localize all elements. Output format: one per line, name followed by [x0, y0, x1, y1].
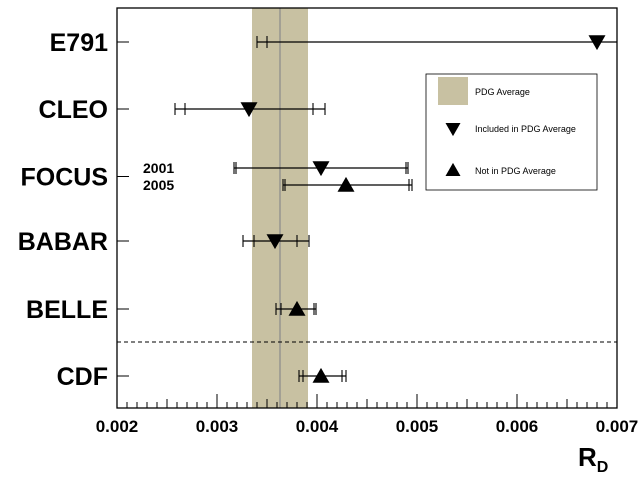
up-triangle-marker	[288, 300, 306, 316]
experiment-label: BABAR	[18, 228, 108, 256]
x-axis-title: RD	[578, 442, 608, 476]
experiment-label: FOCUS	[21, 164, 109, 192]
experiment-label: CDF	[57, 363, 108, 391]
down-triangle-marker	[240, 102, 258, 118]
plot-frame	[116, 7, 618, 409]
x-tick-label: 0.004	[296, 417, 339, 436]
legend-band-swatch	[438, 77, 468, 105]
legend-label-included: Included in PDG Average	[475, 124, 576, 134]
x-tick-label: 0.007	[596, 417, 639, 436]
year-label: 2001	[143, 160, 174, 176]
legend-up-triangle-icon	[445, 162, 461, 176]
experiment-label: CLEO	[39, 96, 108, 124]
x-axis-title-subscript: D	[597, 459, 609, 476]
down-triangle-marker	[588, 35, 606, 51]
x-tick-label: 0.003	[196, 417, 239, 436]
x-tick-label: 0.005	[396, 417, 439, 436]
x-axis-ticks: 0.002 0.003 0.004 0.005 0.006 0.007	[96, 41, 639, 436]
legend-label-not-included: Not in PDG Average	[475, 166, 556, 176]
up-triangle-marker	[312, 367, 330, 383]
down-triangle-marker	[312, 161, 330, 177]
x-tick-label: 0.002	[96, 417, 139, 436]
up-triangle-marker	[337, 176, 355, 192]
year-label: 2005	[143, 177, 174, 193]
legend: PDG Average Included in PDG Average Not …	[425, 73, 598, 191]
x-axis-title-main: R	[578, 442, 597, 472]
legend-down-triangle-icon	[445, 123, 461, 137]
down-triangle-marker	[266, 234, 284, 250]
data-marks	[174, 35, 617, 383]
experiment-label: BELLE	[26, 296, 108, 324]
legend-label-band: PDG Average	[475, 87, 530, 97]
experiment-label: E791	[50, 29, 108, 57]
x-tick-label: 0.006	[496, 417, 539, 436]
